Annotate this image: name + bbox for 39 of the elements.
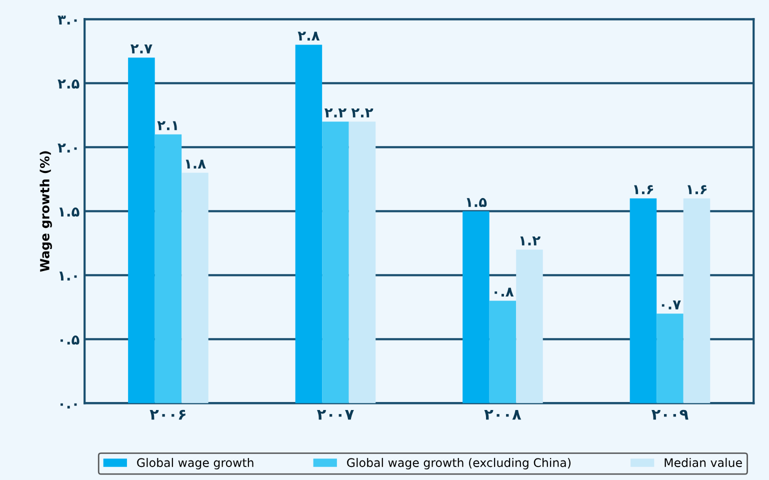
- x-tick-label: ۲۰۰۷: [317, 410, 354, 420]
- y-tick-label: ۰.۵: [60, 336, 80, 345]
- data-label: ۲.۲: [351, 108, 374, 118]
- data-label: ۲.۷: [130, 44, 152, 54]
- data-label: ۱.۵: [466, 198, 487, 208]
- bar: [154, 134, 182, 404]
- bar: [516, 250, 543, 404]
- x-tick-label: ۲۰۰۹: [652, 410, 688, 420]
- legend-label: Global wage growth (excluding China): [347, 458, 571, 470]
- bar: [630, 198, 657, 404]
- x-tick-label: ۲۰۰۸: [484, 410, 522, 420]
- legend-label: Median value: [664, 458, 742, 468]
- data-label: ۱.۶: [634, 185, 654, 194]
- bar: [656, 314, 684, 404]
- y-tick-label: ۰.۰: [60, 403, 77, 408]
- legend-label: Global wage growth: [137, 458, 254, 470]
- data-label: ۱.۸: [186, 160, 206, 169]
- data-label: ۱.۲: [520, 236, 540, 246]
- bar: [182, 172, 208, 404]
- y-tick-label: ۱.۵: [59, 208, 80, 217]
- y-tick-label: ۳.۰: [58, 16, 77, 24]
- y-axis-title: Wage growth (%): [40, 151, 52, 272]
- bar: [128, 58, 155, 404]
- bar: [295, 44, 322, 404]
- data-label: ۰.۸: [494, 288, 514, 297]
- data-label: ۱.۶: [688, 185, 707, 194]
- bar: [348, 122, 376, 404]
- data-label: ۲.۸: [298, 32, 320, 41]
- bar: [683, 198, 710, 404]
- data-label: ۲.۱: [157, 121, 177, 130]
- y-tick-label: ۲.۰: [58, 144, 77, 152]
- bar: [489, 300, 516, 404]
- y-tick-label: ۱.۰: [59, 272, 77, 280]
- data-label: ۰.۷: [662, 300, 681, 310]
- x-tick-label: ۲۰۰۶: [150, 410, 186, 420]
- bar: [322, 122, 349, 404]
- bar: [462, 211, 490, 404]
- y-tick-label: ۲.۵: [58, 80, 80, 89]
- data-label: ۲.۲: [324, 108, 346, 118]
